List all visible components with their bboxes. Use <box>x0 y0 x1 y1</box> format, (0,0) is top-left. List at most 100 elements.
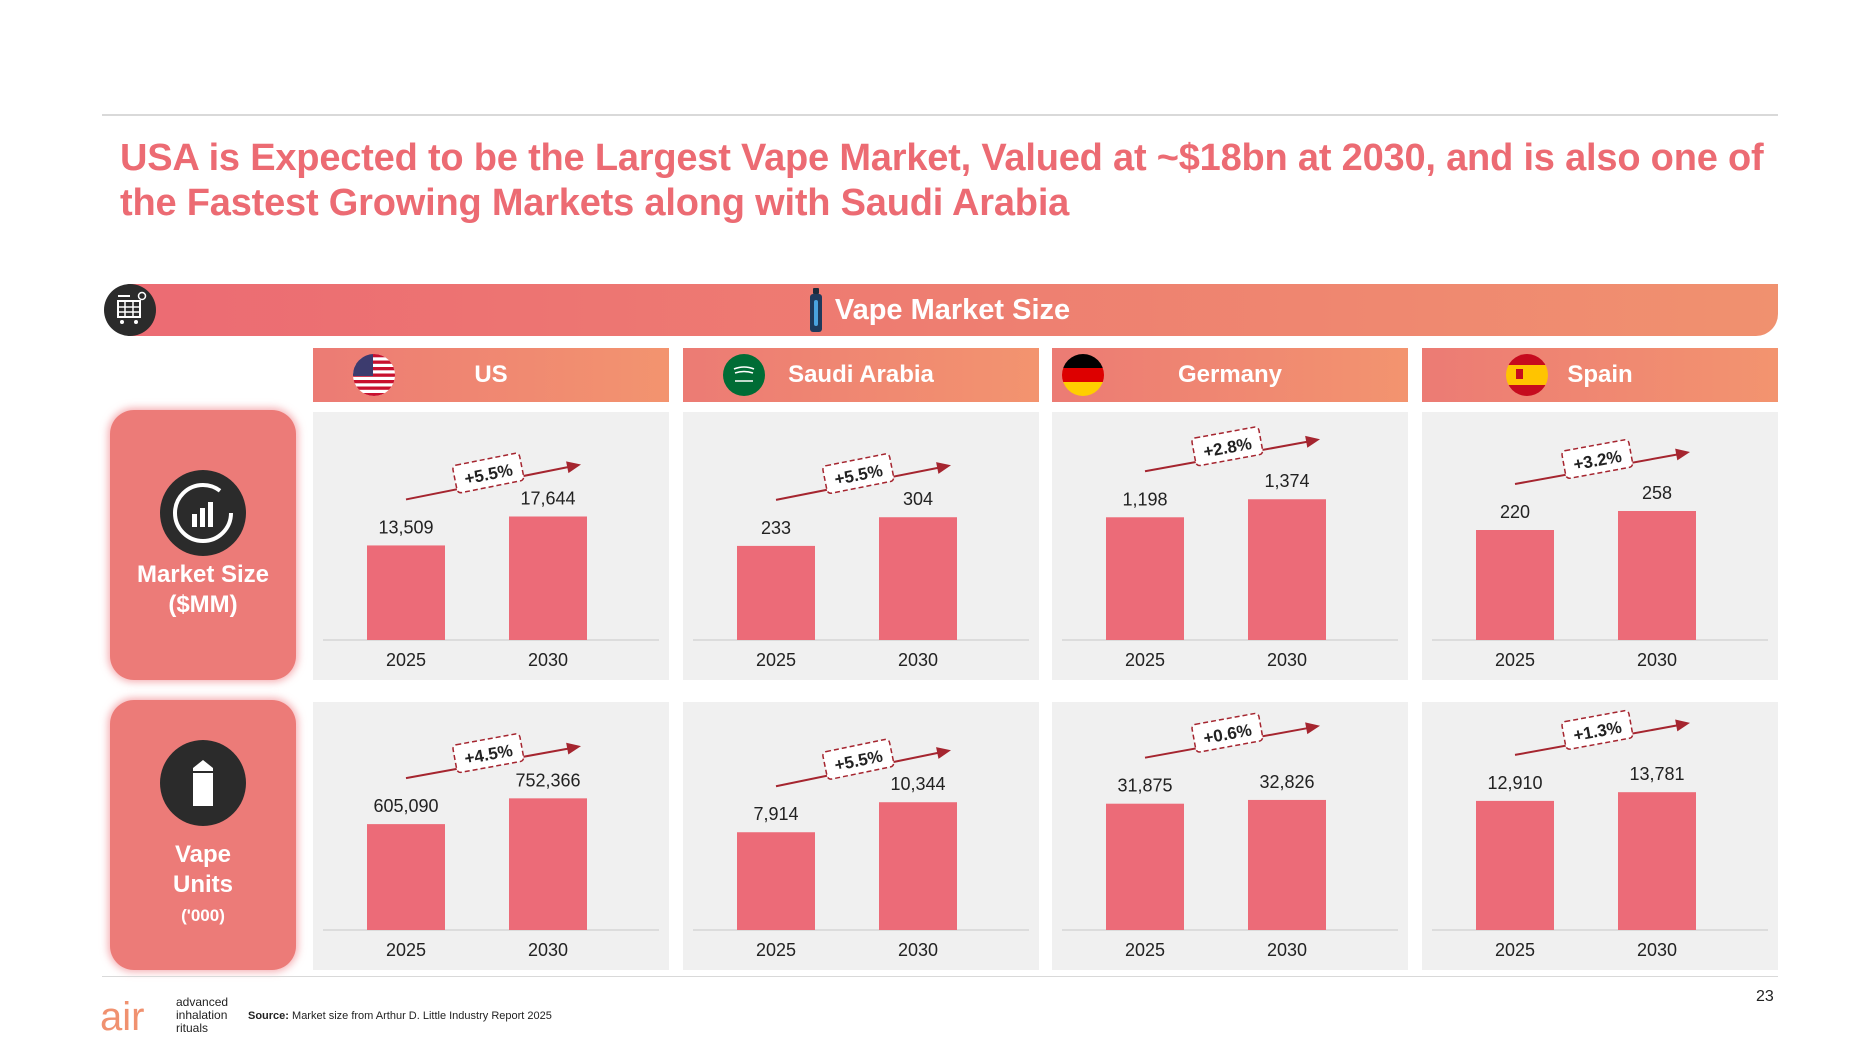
tick-label: 2025 <box>1125 940 1165 960</box>
country-header-us: US <box>313 348 669 402</box>
bar-2030 <box>509 516 587 640</box>
bar-chart: 12,910 2025 13,781 2030 +1.3% <box>1432 709 1768 960</box>
chart-panel-us-market-size: 13,509 2025 17,644 2030 +5.5% <box>313 412 669 680</box>
row-label-line2: ($MM) <box>168 591 238 618</box>
row-label-line1: Vape <box>174 841 232 868</box>
bar-chart: 233 2025 304 2030 +5.5% <box>693 453 1029 670</box>
data-label: 13,781 <box>1629 764 1684 784</box>
bar-2030 <box>1618 792 1696 930</box>
section-banner <box>128 284 1778 336</box>
logo-tagline-3: rituals <box>176 1021 208 1035</box>
tick-label: 2030 <box>1267 650 1307 670</box>
growth-arrowhead <box>1305 435 1320 448</box>
row-label-line2: Units <box>173 871 233 898</box>
data-label: 220 <box>1500 502 1530 522</box>
chart-panel-germany-vape-units: 31,875 2025 32,826 2030 +0.6% <box>1052 702 1408 970</box>
tick-label: 2025 <box>1125 650 1165 670</box>
bar-chart: 1,198 2025 1,374 2030 +2.8% <box>1062 426 1398 670</box>
source-label: Source: <box>248 1010 289 1022</box>
bar-chart: 7,914 2025 10,344 2030 +5.5% <box>693 738 1029 960</box>
bar-2030 <box>879 517 957 640</box>
bar-2030 <box>1248 499 1326 640</box>
country-name: Germany <box>1177 361 1283 388</box>
chart-panel-us-vape-units: 605,090 2025 752,366 2030 +4.5% <box>313 702 669 970</box>
logo-tagline-2: inhalation <box>176 1008 227 1022</box>
tick-label: 2030 <box>898 940 938 960</box>
data-label: 1,374 <box>1264 471 1309 491</box>
growth-arrowhead <box>936 462 951 474</box>
bar-chart: 31,875 2025 32,826 2030 +0.6% <box>1062 712 1398 960</box>
data-label: 304 <box>903 489 933 509</box>
spain-flag-icon <box>1506 354 1548 396</box>
chart-panel-saudi-vape-units: 7,914 2025 10,344 2030 +5.5% <box>683 702 1039 970</box>
growth-arrowhead <box>936 747 951 759</box>
tick-label: 2030 <box>1267 940 1307 960</box>
growth-arrowhead <box>1305 722 1320 735</box>
data-label: 17,644 <box>520 488 575 508</box>
logo-text: air <box>100 995 144 1036</box>
bar-2030 <box>509 798 587 930</box>
company-logo: air advanced inhalation rituals <box>100 995 228 1036</box>
country-header-spain: Spain <box>1422 348 1778 402</box>
country-name: Spain <box>1567 361 1633 388</box>
growth-arrowhead <box>1675 448 1690 461</box>
data-label: 31,875 <box>1117 776 1172 796</box>
row-label-line1: Market Size <box>136 561 270 588</box>
chart-icon <box>160 470 246 556</box>
tick-label: 2025 <box>756 650 796 670</box>
bar-chart: 13,509 2025 17,644 2030 +5.5% <box>323 452 659 670</box>
germany-flag-icon <box>1062 354 1104 396</box>
growth-badge: +2.8% <box>1191 426 1264 467</box>
page-number: 23 <box>1756 988 1774 1005</box>
us-flag-icon <box>353 354 395 396</box>
country-header-saudi-arabia: Saudi Arabia <box>683 348 1039 402</box>
bar-chart: 220 2025 258 2030 +3.2% <box>1432 439 1768 670</box>
growth-badge-box <box>1561 709 1634 750</box>
saudi-flag-icon <box>723 354 765 396</box>
banner-title: Vape Market Size <box>834 294 1071 326</box>
tick-label: 2025 <box>756 940 796 960</box>
country-name: Saudi Arabia <box>788 361 934 388</box>
growth-arrowhead <box>1675 719 1690 732</box>
page-title: USA is Expected to be the Largest Vape M… <box>120 137 1764 224</box>
tick-label: 2025 <box>1495 940 1535 960</box>
bar-2030 <box>1618 511 1696 640</box>
growth-badge: +0.6% <box>1191 712 1264 753</box>
source-note: Source: Market size from Arthur D. Littl… <box>248 1010 552 1022</box>
bar-2025 <box>1106 803 1184 930</box>
data-label: 258 <box>1642 483 1672 503</box>
country-header-germany: Germany <box>1052 348 1408 402</box>
vape-box-icon <box>160 740 246 826</box>
growth-arrowhead <box>566 461 581 474</box>
data-label: 32,826 <box>1259 772 1314 792</box>
bar-2025 <box>1476 800 1554 930</box>
shopping-cart-icon <box>104 284 156 336</box>
tick-label: 2030 <box>1637 940 1677 960</box>
tick-label: 2025 <box>1495 650 1535 670</box>
bar-2025 <box>367 545 445 640</box>
data-label: 752,366 <box>515 770 580 790</box>
bar-2025 <box>1106 517 1184 640</box>
growth-badge: +5.5% <box>822 738 895 780</box>
bottom-divider <box>102 976 1778 977</box>
row-label-market-size: Market Size ($MM) <box>110 410 296 680</box>
data-label: 7,914 <box>753 804 798 824</box>
bar-2025 <box>737 545 815 640</box>
source-text: Market size from Arthur D. Little Indust… <box>292 1010 552 1022</box>
chart-panel-saudi-market-size: 233 2025 304 2030 +5.5% <box>683 412 1039 680</box>
data-label: 10,344 <box>890 774 945 794</box>
data-label: 1,198 <box>1122 489 1167 509</box>
growth-arrowhead <box>566 742 581 755</box>
growth-badge-box <box>822 738 895 780</box>
growth-badge: +4.5% <box>452 733 525 774</box>
tick-label: 2030 <box>528 940 568 960</box>
data-label: 13,509 <box>378 517 433 537</box>
chart-panel-spain-market-size: 220 2025 258 2030 +3.2% <box>1422 412 1778 680</box>
row-label-vape-units: Vape Units ('000) <box>110 700 296 970</box>
bar-2025 <box>1476 530 1554 640</box>
growth-badge-box <box>822 453 895 494</box>
growth-badge-box <box>1191 712 1264 753</box>
growth-badge: +5.5% <box>822 453 895 494</box>
chart-panel-spain-vape-units: 12,910 2025 13,781 2030 +1.3% <box>1422 702 1778 970</box>
growth-badge: +3.2% <box>1561 439 1634 479</box>
